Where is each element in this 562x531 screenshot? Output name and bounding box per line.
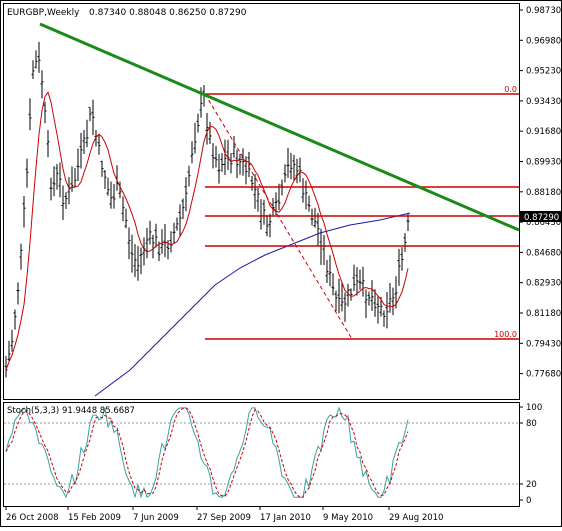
stoch-tick-label: 20 — [526, 480, 537, 490]
time-tick-label: 26 Oct 2008 — [6, 513, 59, 523]
price-axis: 0.98730 0.96980 0.95230 0.93430 0.91680 0.899… — [519, 6, 561, 380]
current-price-label: 0.87290 — [524, 213, 559, 223]
price-tick-label: 0.98730 — [526, 6, 561, 16]
price-tick-label: 0.89930 — [526, 158, 561, 168]
time-tick-label: 15 Feb 2009 — [68, 513, 121, 523]
price-tick-label: 0.81180 — [526, 309, 561, 319]
time-tick-label: 9 May 2010 — [323, 513, 373, 523]
price-tick-label: 0.86430 — [526, 218, 561, 228]
price-tick-label: 0.79430 — [526, 339, 561, 349]
fibonacci-retracement[interactable]: 0.0 100.0 — [204, 85, 519, 340]
time-tick-label: 29 Aug 2010 — [389, 513, 443, 523]
price-tick-label: 0.96980 — [526, 36, 561, 46]
fib-label-100: 100.0 — [494, 330, 517, 339]
stoch-axis: 100 80 20 0 — [519, 403, 542, 506]
time-axis: 26 Oct 2008 15 Feb 2009 7 Jun 2009 27 Sep 2… — [5, 506, 443, 523]
price-tick-label: 0.84680 — [526, 248, 561, 258]
price-tick-label: 0.82930 — [526, 279, 561, 289]
fib-label-0: 0.0 — [504, 85, 517, 94]
time-tick-label: 7 Jun 2009 — [133, 513, 179, 523]
stoch-label: Stoch(5,3,3) 91.9448 85.6687 — [7, 406, 135, 416]
stoch-tick-label: 0 — [526, 496, 531, 506]
price-tick-label: 0.95230 — [526, 67, 561, 77]
time-tick-label: 17 Jan 2010 — [260, 513, 311, 523]
price-tick-label: 0.88180 — [526, 188, 561, 198]
price-tick-label: 0.93430 — [526, 97, 561, 107]
stoch-panel — [3, 402, 520, 507]
price-tick-label: 0.77680 — [526, 370, 561, 380]
ma-short-line — [5, 91, 409, 370]
price-tick-label: 0.91680 — [526, 127, 561, 137]
fib-baseline[interactable] — [204, 93, 353, 340]
time-tick-label: 27 Sep 2009 — [197, 513, 251, 523]
ohlc-label: 0.87340 0.88048 0.86250 0.87290 — [89, 8, 247, 18]
indicator-lines — [5, 91, 411, 499]
symbol-label: EURGBP,Weekly — [7, 8, 80, 18]
stoch-tick-label: 80 — [526, 419, 537, 429]
stoch-signal-line — [5, 407, 409, 498]
current-price-marker — [520, 211, 561, 222]
trendline[interactable] — [39, 22, 520, 232]
stoch-tick-label: 100 — [526, 403, 542, 413]
ma-long-line — [94, 212, 411, 397]
